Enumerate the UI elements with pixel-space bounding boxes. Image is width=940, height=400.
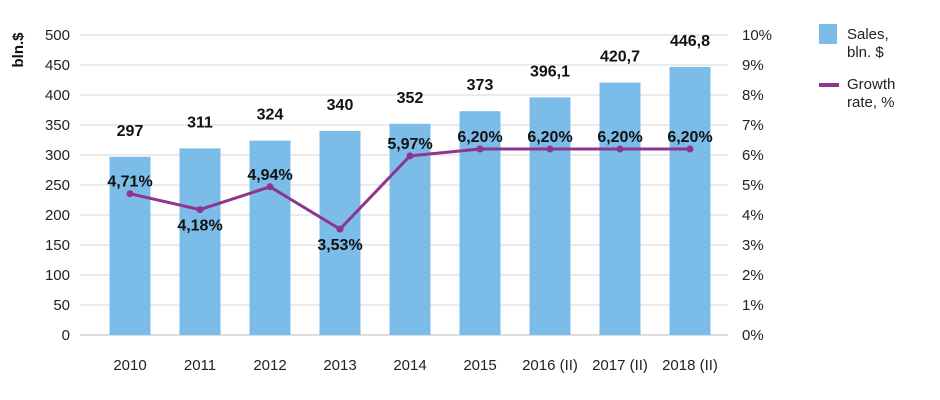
legend-sales-label: bln. $ — [847, 44, 884, 61]
right-tick-label: 9% — [742, 57, 764, 74]
left-tick-label: 500 — [45, 27, 70, 44]
legend-growth-label: rate, % — [847, 94, 895, 111]
x-tick-label: 2011 — [184, 357, 216, 374]
growth-point — [126, 190, 134, 198]
legend-growth-label: Growth — [847, 76, 895, 93]
sales-value-label: 297 — [117, 123, 144, 140]
growth-value-label: 4,18% — [177, 218, 222, 235]
growth-point — [686, 145, 694, 153]
left-tick-label: 350 — [45, 117, 70, 134]
left-tick-label: 200 — [45, 207, 70, 224]
left-tick-label: 450 — [45, 57, 70, 74]
growth-value-label: 6,20% — [667, 129, 712, 146]
growth-point — [196, 206, 204, 214]
right-tick-label: 10% — [742, 27, 772, 44]
sales-value-label: 446,8 — [670, 33, 710, 50]
growth-value-label: 6,20% — [597, 129, 642, 146]
left-axis-ticks: 0 50 100 150 200 250 300 350 400 450 500 — [45, 27, 70, 344]
left-tick-label: 250 — [45, 177, 70, 194]
right-tick-label: 0% — [742, 327, 764, 344]
growth-point — [406, 152, 414, 160]
sales-bar — [179, 148, 221, 335]
x-tick-label: 2017 (II) — [592, 357, 648, 374]
sales-value-label: 324 — [257, 107, 284, 124]
growth-point — [266, 183, 274, 191]
sales-value-label: 311 — [187, 114, 213, 131]
right-tick-label: 3% — [742, 237, 764, 254]
right-axis-ticks: 0% 1% 2% 3% 4% 5% 6% 7% 8% 9% 10% — [742, 27, 772, 344]
legend-sales-label: Sales, — [847, 26, 889, 43]
x-tick-label: 2018 (II) — [662, 357, 718, 374]
right-tick-label: 6% — [742, 147, 764, 164]
sales-bar — [669, 66, 711, 336]
sales-value-label: 352 — [397, 90, 424, 107]
right-tick-label: 1% — [742, 297, 764, 314]
growth-point — [476, 145, 484, 153]
x-tick-label: 2010 — [113, 357, 146, 374]
right-tick-label: 2% — [742, 267, 764, 284]
growth-point — [616, 145, 624, 153]
growth-line-group — [126, 145, 694, 233]
left-tick-label: 50 — [53, 297, 70, 314]
x-tick-label: 2013 — [323, 357, 356, 374]
sales-bar — [599, 82, 641, 335]
sales-value-label: 340 — [327, 97, 354, 114]
x-tick-label: 2012 — [253, 357, 286, 374]
left-tick-label: 0 — [62, 327, 70, 344]
right-tick-label: 8% — [742, 87, 764, 104]
left-tick-label: 100 — [45, 267, 70, 284]
sales-value-label: 373 — [467, 77, 494, 94]
growth-point-labels: 4,71% 4,18% 4,94% 3,53% 5,97% 6,20% 6,20% 6,20%… — [107, 129, 712, 254]
growth-value-label: 3,53% — [317, 237, 362, 254]
left-tick-label: 150 — [45, 237, 70, 254]
sales-value-label: 420,7 — [600, 49, 640, 66]
x-tick-label: 2016 (II) — [522, 357, 578, 374]
sales-bar-labels: 297 311 324 340 352 373 396,1 420,7 446,8 — [117, 33, 710, 140]
x-tick-label: 2014 — [393, 357, 426, 374]
x-axis-ticks: 2010 2011 2012 2013 2014 2015 2016 (II) 2017 (I… — [113, 357, 718, 374]
left-tick-label: 300 — [45, 147, 70, 164]
right-tick-label: 5% — [742, 177, 764, 194]
sales-bar — [319, 131, 361, 335]
right-tick-label: 7% — [742, 117, 764, 134]
growth-value-label: 6,20% — [527, 129, 572, 146]
growth-point — [336, 225, 344, 233]
x-tick-label: 2015 — [463, 357, 496, 374]
growth-value-label: 6,20% — [457, 129, 502, 146]
sales-bar — [109, 156, 151, 335]
left-axis-title: bln.$ — [10, 32, 27, 68]
growth-value-label: 5,97% — [387, 136, 432, 153]
left-tick-label: 400 — [45, 87, 70, 104]
sales-bar — [529, 97, 571, 335]
growth-value-label: 4,71% — [107, 174, 152, 191]
growth-point — [546, 145, 554, 153]
sales-bar — [249, 140, 291, 335]
sales-bars — [109, 66, 711, 336]
sales-value-label: 396,1 — [530, 63, 570, 80]
legend-sales-swatch — [819, 24, 837, 44]
right-tick-label: 4% — [742, 207, 764, 224]
growth-value-label: 4,94% — [247, 167, 292, 184]
